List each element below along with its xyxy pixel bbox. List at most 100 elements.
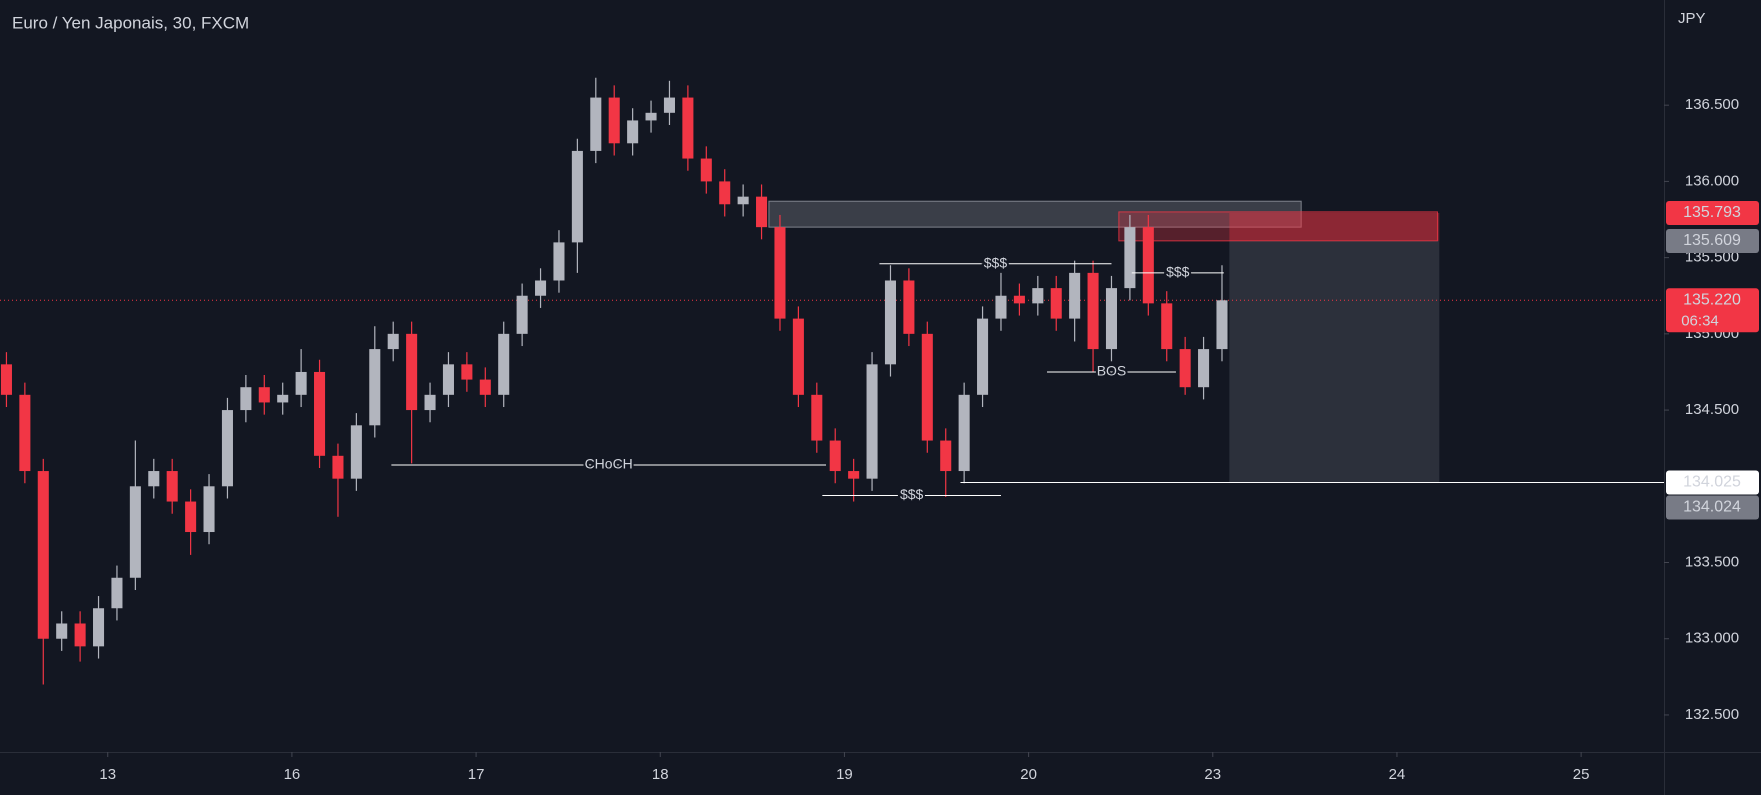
price-tag-label: 135.793 — [1683, 204, 1741, 221]
candle-body — [148, 471, 160, 487]
price-tag — [1666, 200, 1759, 225]
candle-body — [1087, 272, 1099, 350]
drawings — [0, 200, 1664, 483]
x-tick-label: 24 — [1389, 766, 1406, 783]
candle-body — [516, 295, 528, 334]
candle-body — [203, 486, 215, 533]
candle-body — [369, 349, 381, 426]
candle-body — [553, 242, 565, 281]
candle-body — [332, 455, 344, 479]
candle-body — [479, 379, 491, 395]
candle-body — [1013, 295, 1025, 304]
x-tick-label: 13 — [99, 766, 116, 783]
candle-body — [1179, 349, 1191, 388]
candle-body — [608, 97, 620, 144]
price-tag — [1666, 288, 1759, 333]
x-tick-label: 16 — [284, 766, 301, 783]
candle-body — [627, 120, 639, 144]
candle-body — [1105, 288, 1118, 350]
candle-body — [258, 387, 270, 403]
candle-body — [884, 280, 896, 365]
annotation-label: $$$ — [1166, 264, 1190, 280]
candle-body — [903, 280, 915, 334]
x-tick-label: 18 — [652, 766, 669, 783]
candle-body — [756, 196, 768, 228]
price-tag — [1666, 470, 1759, 495]
candle-body — [848, 471, 860, 479]
x-tick-label: 25 — [1573, 766, 1590, 783]
candle-body — [1069, 272, 1081, 319]
candle-body — [37, 471, 49, 639]
candle-body — [940, 440, 952, 472]
candles — [0, 77, 1228, 685]
x-tick-label: 19 — [836, 766, 853, 783]
candle-body — [424, 394, 436, 411]
candle-body — [442, 364, 454, 395]
axes: 132.500133.000133.500134.500135.000135.5… — [99, 96, 1759, 783]
candle-body — [1161, 303, 1173, 350]
annotation-label: CHoCH — [585, 456, 633, 472]
candle-body — [1050, 288, 1062, 319]
candle-body — [93, 608, 105, 647]
candle-body — [921, 333, 933, 441]
candle-body — [682, 97, 694, 159]
candle-body — [498, 333, 510, 395]
candle-body — [111, 577, 123, 609]
annotation-label: $$$ — [984, 254, 1008, 270]
candle-body — [240, 387, 252, 411]
annotation-label: BOS — [1097, 363, 1127, 379]
zone — [768, 200, 1302, 228]
y-tick-label: 136.500 — [1685, 96, 1739, 113]
price-tag — [1666, 495, 1759, 520]
candle-body — [774, 227, 786, 319]
candle-body — [829, 440, 841, 472]
candle-body — [461, 364, 473, 380]
price-tag-label: 134.024 — [1683, 499, 1741, 516]
candle-body — [74, 623, 86, 647]
candle-body — [958, 394, 970, 472]
candle-body — [277, 394, 289, 403]
y-tick-label: 133.500 — [1685, 553, 1739, 570]
position-target — [1229, 241, 1440, 483]
candle-body — [590, 97, 602, 151]
x-tick-label: 20 — [1020, 766, 1037, 783]
position-stop — [1229, 212, 1440, 242]
candle-body — [221, 410, 233, 487]
candle-body — [0, 364, 12, 395]
y-tick-label: 136.000 — [1685, 172, 1739, 189]
candle-body — [866, 364, 878, 479]
candle-body — [977, 318, 989, 395]
price-tag — [1666, 229, 1759, 254]
candle-body — [185, 501, 197, 533]
candle-body — [535, 280, 547, 296]
candle-body — [1142, 227, 1154, 304]
price-tag-label: 134.025 — [1683, 474, 1741, 491]
y-tick-label: 134.500 — [1685, 401, 1739, 418]
candle-body — [811, 394, 823, 441]
candle-body — [129, 486, 141, 578]
price-tag-countdown: 06:34 — [1681, 312, 1719, 329]
candle-body — [719, 181, 731, 205]
candle-body — [792, 318, 804, 395]
candle-body — [1032, 288, 1044, 304]
annotation-label: $$$ — [900, 486, 924, 502]
y-tick-label: 132.500 — [1685, 706, 1739, 723]
candle-body — [19, 394, 31, 472]
candle-body — [737, 196, 749, 205]
candle-body — [700, 158, 712, 182]
chart-title: Euro / Yen Japonais, 30, FXCM — [12, 13, 249, 32]
candle-body — [663, 97, 675, 113]
price-tag-label: 135.609 — [1683, 232, 1741, 249]
candle-body — [387, 333, 399, 350]
candle-body — [406, 333, 418, 411]
candle-body — [295, 371, 307, 395]
currency-label: JPY — [1678, 10, 1706, 27]
price-tag-label: 135.220 — [1683, 292, 1741, 309]
candle-body — [350, 425, 362, 479]
candle-body — [166, 471, 178, 502]
candle-body — [645, 112, 657, 121]
candle-body — [571, 150, 583, 243]
